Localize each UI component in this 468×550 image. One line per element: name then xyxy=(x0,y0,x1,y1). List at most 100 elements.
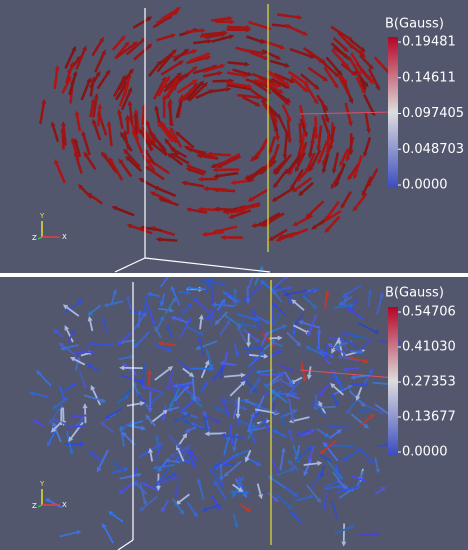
arrow-head xyxy=(82,403,88,409)
arrow-head xyxy=(147,407,153,414)
arrow-shaft xyxy=(162,198,179,207)
arrow-shaft xyxy=(157,78,169,97)
arrow-head xyxy=(246,342,252,348)
arrow-head xyxy=(268,149,273,155)
arrow-head xyxy=(124,41,130,47)
arrow-shaft xyxy=(190,208,208,214)
arrow-shaft xyxy=(255,315,267,323)
arrow-shaft xyxy=(56,419,67,425)
arrow-head xyxy=(368,368,374,375)
arrow-shaft xyxy=(170,155,184,166)
arrow-head xyxy=(306,374,312,380)
legend-title: B(Gauss) xyxy=(385,286,444,301)
arrow-shaft xyxy=(291,228,309,237)
arrow-head xyxy=(324,432,330,438)
arrow-head xyxy=(138,506,145,512)
arrow-shaft xyxy=(237,93,258,99)
arrow-shaft xyxy=(189,53,207,63)
arrow-shaft xyxy=(377,444,387,448)
arrow-head xyxy=(113,461,119,467)
arrow-shaft xyxy=(357,322,376,333)
arrow-head xyxy=(250,422,256,429)
arrow-shaft xyxy=(233,476,245,494)
arrow-head xyxy=(368,64,374,70)
arrow-head xyxy=(213,173,219,179)
arrow-shaft xyxy=(330,42,346,57)
arrow-shaft xyxy=(316,94,327,108)
arrow-shaft xyxy=(364,112,370,129)
arrow-shaft xyxy=(363,372,372,384)
arrow-shaft xyxy=(284,485,295,495)
arrow-shaft xyxy=(159,275,169,288)
arrow-shaft xyxy=(219,153,241,166)
arrow-head xyxy=(258,265,264,272)
arrow-head xyxy=(379,409,386,414)
arrow-shaft xyxy=(325,56,341,73)
arrow-head xyxy=(69,356,76,362)
arrow-shaft xyxy=(275,168,289,186)
arrow-shaft xyxy=(115,43,135,59)
arrow-head xyxy=(233,452,239,457)
arrow-head xyxy=(127,100,133,106)
arrow-shaft xyxy=(124,388,133,397)
arrow-shaft xyxy=(94,53,105,73)
arrow-shaft xyxy=(362,176,373,193)
arrow-shaft xyxy=(59,531,78,538)
arrow-head xyxy=(287,300,293,306)
arrow-shaft xyxy=(211,35,230,43)
arrow-head xyxy=(233,523,239,529)
arrow-shaft xyxy=(363,403,382,413)
arrow-head xyxy=(217,70,224,76)
red-axis xyxy=(299,111,396,379)
arrow-shaft xyxy=(287,154,301,172)
arrow-shaft xyxy=(293,324,307,333)
arrow-head xyxy=(155,237,162,243)
arrow-head xyxy=(90,349,96,355)
arrow-head xyxy=(170,316,177,321)
arrow-head xyxy=(175,131,181,137)
arrow-head xyxy=(368,458,375,465)
arrow-head xyxy=(284,100,290,106)
arrow-head xyxy=(213,406,220,412)
arrow-shaft xyxy=(61,132,65,150)
arrow-head xyxy=(76,529,82,535)
arrow-head xyxy=(148,130,154,136)
arrow-shaft xyxy=(149,391,152,409)
arrow-shaft xyxy=(199,340,205,357)
arrow-head xyxy=(156,121,163,127)
arrow-shaft xyxy=(171,406,180,411)
arrow-head xyxy=(290,417,295,423)
arrow-head xyxy=(353,343,359,349)
arrow-shaft xyxy=(374,457,379,469)
arrow-shaft xyxy=(150,411,165,424)
arrow-head xyxy=(299,149,305,156)
arrow-shaft xyxy=(293,416,310,422)
arrow-head xyxy=(309,53,316,59)
arrow-head xyxy=(205,278,211,284)
arrow-shaft xyxy=(189,165,207,174)
arrow-head xyxy=(271,302,278,308)
arrow-head xyxy=(297,14,303,20)
arrow-head xyxy=(105,69,111,76)
arrow-head xyxy=(123,393,130,400)
arrow-head xyxy=(139,225,146,231)
arrow-head xyxy=(199,278,206,284)
arrow-shaft xyxy=(147,417,157,427)
arrow-head xyxy=(181,411,188,417)
arrow-shaft xyxy=(215,456,233,470)
arrow-head xyxy=(171,296,177,303)
arrow-head xyxy=(313,134,319,140)
arrow-head xyxy=(362,151,368,158)
arrow-shaft xyxy=(178,493,190,503)
arrow-head xyxy=(146,291,152,297)
arrow-head xyxy=(173,492,179,499)
arrow-head xyxy=(286,116,292,123)
arrow-shaft xyxy=(311,126,316,142)
arrow-head xyxy=(317,460,323,466)
arrow-head xyxy=(343,53,349,59)
arrow-head xyxy=(260,280,266,286)
arrow-shaft xyxy=(107,125,113,147)
arrow-shaft xyxy=(111,513,124,523)
arrow-head xyxy=(59,345,66,351)
arrow-head xyxy=(263,390,270,396)
